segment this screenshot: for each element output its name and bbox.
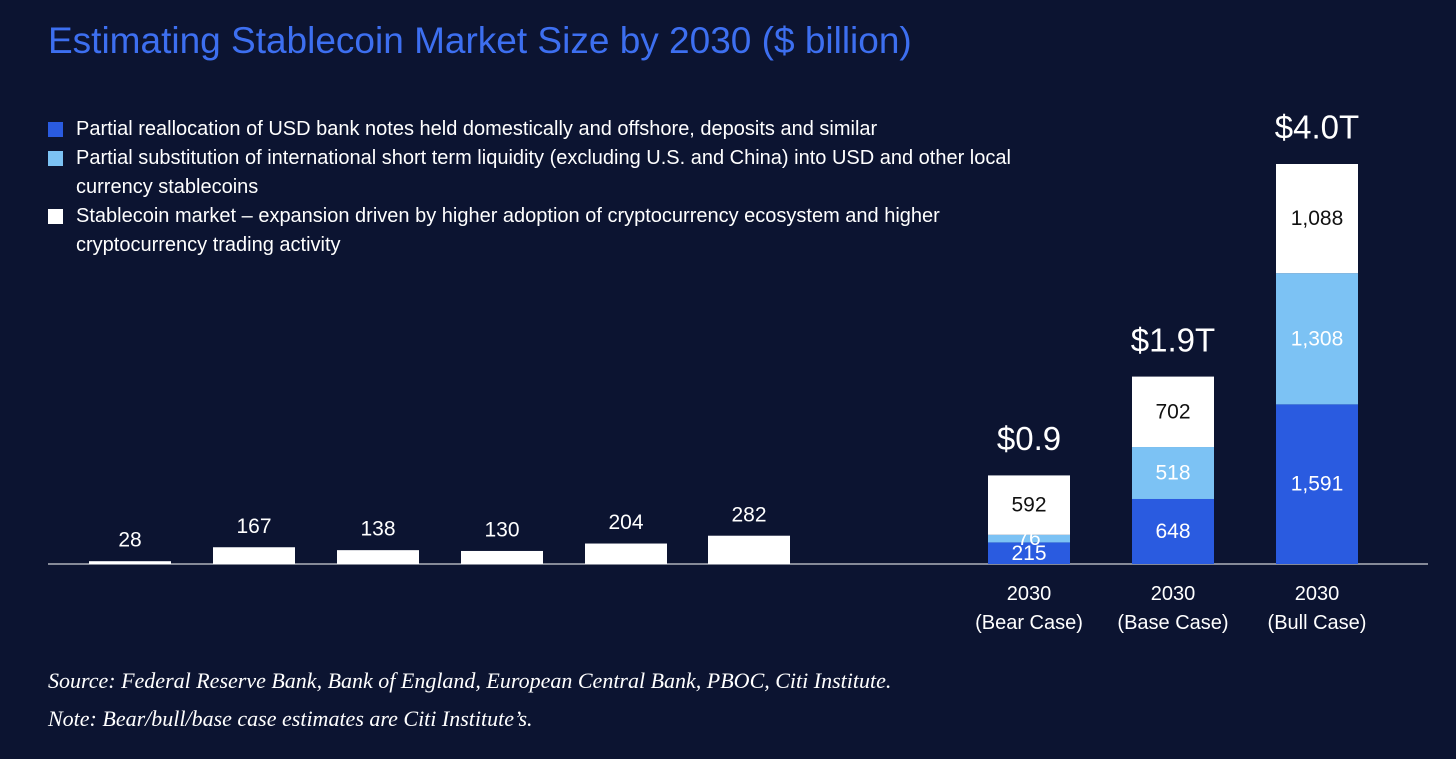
value-label: 167 xyxy=(236,515,271,538)
value-label: 28 xyxy=(118,529,141,552)
legend-label: Partial reallocation of USD bank notes h… xyxy=(76,118,878,140)
x-tick-line: (Base Case) xyxy=(1117,612,1228,634)
value-label: 215 xyxy=(1011,542,1046,565)
value-label: 204 xyxy=(608,511,643,534)
value-label: 592 xyxy=(1011,494,1046,517)
bar-segment xyxy=(1132,498,1214,564)
value-label: 518 xyxy=(1155,462,1190,485)
value-label: 1,591 xyxy=(1291,473,1344,496)
total-label: $4.0T xyxy=(1275,109,1359,146)
x-tick-line: (Bear Case) xyxy=(975,612,1083,634)
x-tick-line: 2030 xyxy=(1151,583,1196,605)
legend-item: Partial substitution of international sh… xyxy=(48,144,1038,202)
bar-segment xyxy=(89,561,171,564)
x-tick-line: 2030 xyxy=(1295,583,1340,605)
bar-segment xyxy=(1276,164,1358,274)
x-tick-line: 2030 xyxy=(1007,583,1052,605)
legend: Partial reallocation of USD bank notes h… xyxy=(48,115,1038,260)
bar-segment xyxy=(337,550,419,564)
bar-segment xyxy=(988,534,1070,543)
x-tick-label: 2030 (Bear Case) xyxy=(975,583,1083,634)
total-label: $1.9T xyxy=(1131,321,1215,358)
legend-swatch xyxy=(48,122,63,137)
bar-segment xyxy=(708,535,790,564)
x-tick-line: (Bull Case) xyxy=(1268,612,1367,634)
value-label: 282 xyxy=(731,503,766,526)
source: Source: Federal Reserve Bank, Bank of En… xyxy=(48,668,892,693)
bar-segment xyxy=(988,542,1070,564)
bar-segment xyxy=(988,475,1070,535)
bar-segment xyxy=(213,547,295,564)
legend-label: Partial substitution of international sh… xyxy=(76,147,1011,198)
bar-segment xyxy=(1132,447,1214,499)
legend-item: Partial reallocation of USD bank notes h… xyxy=(48,115,1038,144)
total-label: $0.9 xyxy=(997,420,1061,457)
x-tick-label: 2030 (Base Case) xyxy=(1117,583,1228,634)
value-label: 138 xyxy=(360,518,395,541)
bar-segment xyxy=(461,550,543,564)
value-label: 702 xyxy=(1155,400,1190,423)
legend-item: Stablecoin market – expansion driven by … xyxy=(48,202,1038,260)
bar-segment xyxy=(1132,376,1214,448)
value-label: 130 xyxy=(484,519,519,542)
chart-title: Estimating Stablecoin Market Size by 203… xyxy=(48,20,912,61)
x-tick-label: 2030 (Bull Case) xyxy=(1268,583,1367,634)
bar-segment xyxy=(585,543,667,564)
bar-segment xyxy=(1276,273,1358,405)
value-label: 1,088 xyxy=(1291,207,1344,230)
value-label: 648 xyxy=(1155,520,1190,543)
value-label: 1,308 xyxy=(1291,327,1344,350)
legend-swatch xyxy=(48,209,63,224)
note: Note: Bear/bull/base case estimates are … xyxy=(48,706,533,731)
legend-swatch xyxy=(48,151,63,166)
bar-segment xyxy=(1276,404,1358,564)
legend-label: Stablecoin market – expansion driven by … xyxy=(76,205,940,256)
